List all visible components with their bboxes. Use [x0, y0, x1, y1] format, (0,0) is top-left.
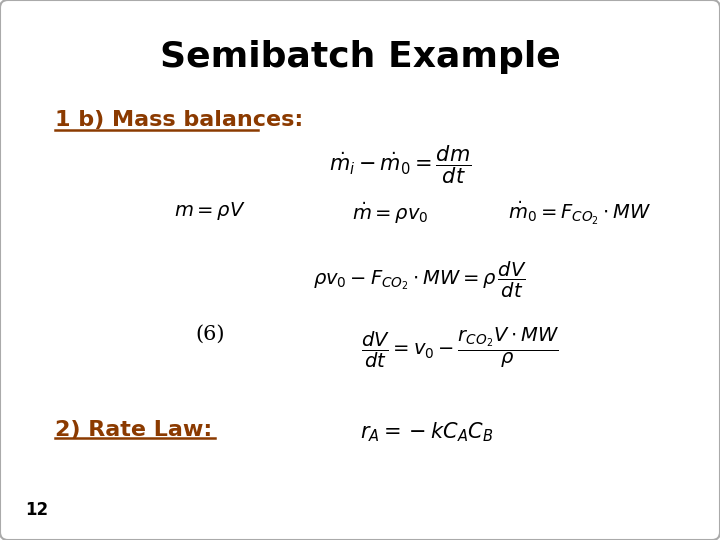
Text: $r_A = -kC_A C_B$: $r_A = -kC_A C_B$ — [360, 420, 493, 443]
Text: $\dot{m} = \rho v_0$: $\dot{m} = \rho v_0$ — [351, 200, 428, 226]
Text: $\dot{m}_0 = F_{CO_2} \cdot MW$: $\dot{m}_0 = F_{CO_2} \cdot MW$ — [508, 200, 652, 227]
Text: Semibatch Example: Semibatch Example — [160, 40, 560, 74]
Text: 1 b) Mass balances:: 1 b) Mass balances: — [55, 110, 303, 130]
Text: (6): (6) — [195, 325, 225, 344]
Text: 12: 12 — [25, 501, 48, 519]
Text: $\dfrac{dV}{dt} = v_0 - \dfrac{r_{CO_2} V \cdot MW}{\rho}$: $\dfrac{dV}{dt} = v_0 - \dfrac{r_{CO_2} … — [361, 325, 559, 370]
Text: $\rho v_0 - F_{CO_2} \cdot MW = \rho\, \dfrac{dV}{dt}$: $\rho v_0 - F_{CO_2} \cdot MW = \rho\, \… — [313, 260, 527, 300]
Text: $\dot{m}_i - \dot{m}_0 = \dfrac{dm}{dt}$: $\dot{m}_i - \dot{m}_0 = \dfrac{dm}{dt}$ — [329, 143, 472, 186]
Text: 2) Rate Law:: 2) Rate Law: — [55, 420, 212, 440]
Text: $m = \rho V$: $m = \rho V$ — [174, 200, 246, 222]
